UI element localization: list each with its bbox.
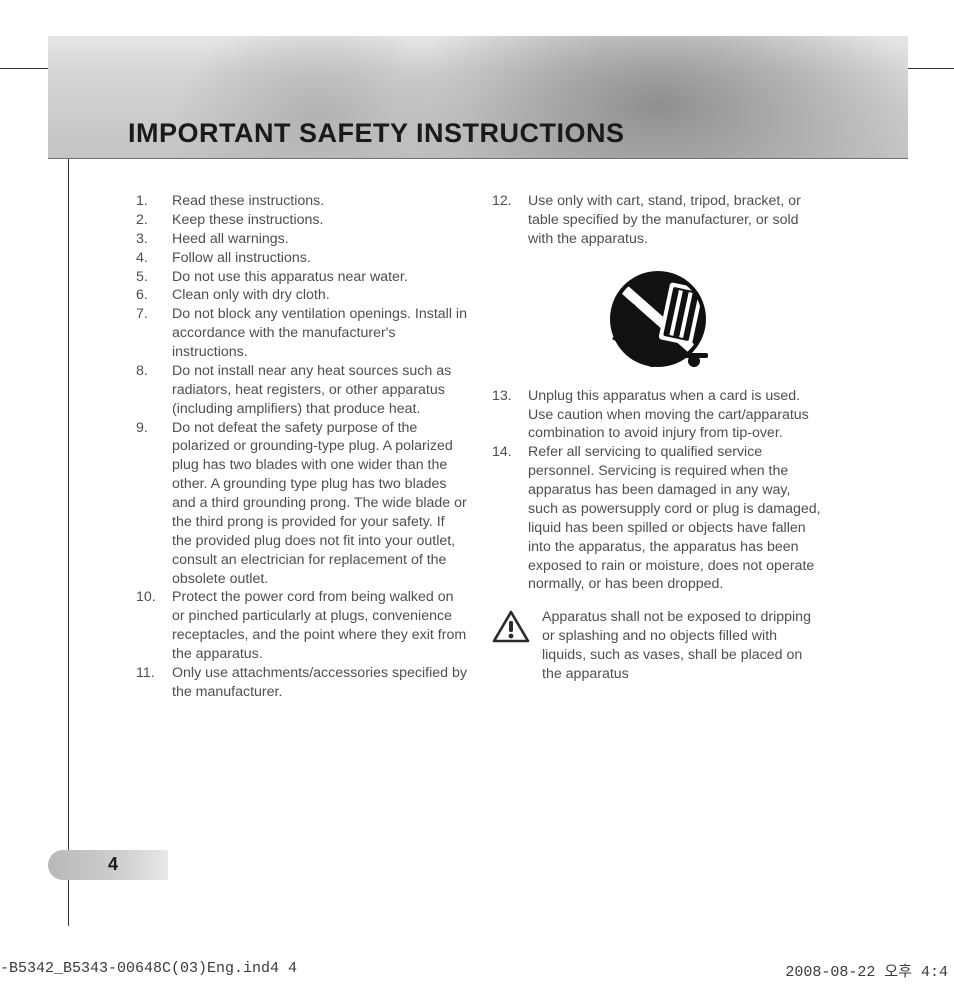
cart-tipping-icon [594,265,722,373]
instructions-list-right: Use only with cart, stand, tripod, brack… [492,192,824,249]
instructions-column-left: Read these instructions. Keep these inst… [136,192,468,702]
warning-note-text: Apparatus shall not be exposed to drippi… [542,608,824,684]
instruction-item: Use only with cart, stand, tripod, brack… [492,192,824,249]
instruction-item: Read these instructions. [136,192,468,211]
instruction-item: Follow all instructions. [136,249,468,268]
crop-rule-vertical [68,68,69,926]
instruction-item: Unplug this apparatus when a card is use… [492,387,824,444]
instruction-item: Refer all servicing to qualified service… [492,443,824,594]
warning-triangle-icon [492,610,530,644]
instruction-item: Only use attachments/accessories specifi… [136,664,468,702]
instructions-list-left: Read these instructions. Keep these inst… [136,192,468,702]
instructions-list-right-cont: Unplug this apparatus when a card is use… [492,387,824,595]
instruction-item: Heed all warnings. [136,230,468,249]
instruction-item: Do not use this apparatus near water. [136,268,468,287]
instruction-item: Do not defeat the safety purpose of the … [136,419,468,589]
print-footer: -B5342_B5343-00648C(03)Eng.ind4 4 2008-0… [0,960,954,990]
footer-right: 2008-08-22 오후 4:4 [785,960,948,981]
header-divider [48,158,908,159]
instruction-item: Do not install near any heat sources suc… [136,362,468,419]
page-title: IMPORTANT SAFETY INSTRUCTIONS [128,118,625,149]
instructions-column-right: Use only with cart, stand, tripod, brack… [492,192,824,684]
warning-note-row: Apparatus shall not be exposed to drippi… [492,608,824,684]
instruction-item: Protect the power cord from being walked… [136,588,468,664]
instruction-item: Keep these instructions. [136,211,468,230]
page-number: 4 [108,854,118,875]
footer-left: -B5342_B5343-00648C(03)Eng.ind4 4 [0,960,297,977]
instruction-item: Do not block any ventilation openings. I… [136,305,468,362]
instruction-item: Clean only with dry cloth. [136,286,468,305]
